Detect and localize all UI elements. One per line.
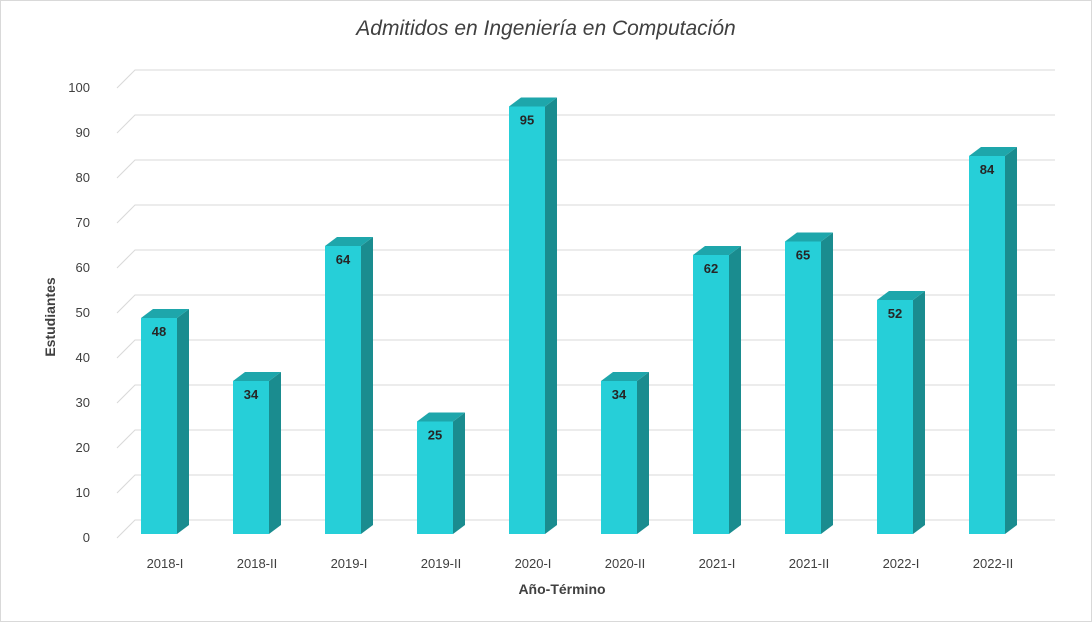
bar-side — [545, 97, 557, 534]
data-label: 48 — [152, 324, 166, 339]
bar-top — [325, 237, 373, 246]
bar — [693, 246, 741, 534]
x-tick-label: 2020-II — [605, 556, 645, 571]
bar — [877, 291, 925, 534]
bar-front — [417, 421, 453, 534]
gridline — [116, 294, 1055, 314]
x-tick-label: 2018-I — [147, 556, 184, 571]
y-tick-label: 80 — [76, 170, 90, 185]
bar — [785, 232, 833, 534]
gridline — [116, 429, 1055, 449]
data-label: 34 — [244, 387, 259, 402]
x-tick-label: 2019-I — [331, 556, 368, 571]
x-tick-label: 2019-II — [421, 556, 461, 571]
x-tick-label: 2018-II — [237, 556, 277, 571]
bar-top — [509, 97, 557, 107]
x-axis-ticks: 2018-I 2018-II 2019-I 2019-II 2020-I 2020-II 2… — [147, 556, 1014, 571]
bar-top — [601, 372, 649, 381]
gridline — [116, 339, 1055, 359]
bar-front — [141, 318, 177, 534]
bar-front — [601, 381, 637, 534]
y-tick-label: 10 — [76, 485, 90, 500]
grid-lines — [116, 69, 1055, 539]
bar-top — [693, 246, 741, 255]
bars: 48 34 64 25 95 34 62 65 52 84 — [141, 97, 1017, 534]
gridline — [116, 249, 1055, 269]
bar — [141, 309, 189, 534]
bar — [969, 147, 1017, 534]
y-tick-label: 60 — [76, 260, 90, 275]
gridline — [116, 159, 1055, 179]
bar-top — [785, 232, 833, 242]
bar-front — [969, 156, 1005, 534]
data-label: 65 — [796, 248, 810, 263]
bar-front — [325, 246, 361, 534]
bar — [509, 97, 557, 534]
bar-side — [453, 412, 465, 534]
data-label: 62 — [704, 261, 718, 276]
bar-top — [969, 147, 1017, 156]
gridline — [116, 204, 1055, 224]
bar-front — [509, 106, 545, 534]
bar-side — [1005, 147, 1017, 534]
data-label: 95 — [520, 113, 534, 128]
y-axis-ticks: 0 10 20 30 40 50 60 70 80 90 100 — [68, 80, 90, 545]
bar — [417, 412, 465, 534]
x-tick-label: 2020-I — [515, 556, 552, 571]
y-tick-label: 70 — [76, 215, 90, 230]
bar-top — [233, 372, 281, 381]
bar — [601, 372, 649, 534]
gridline — [116, 114, 1055, 134]
x-tick-label: 2022-II — [973, 556, 1013, 571]
data-label: 25 — [428, 428, 442, 443]
y-tick-label: 90 — [76, 125, 90, 140]
bar — [233, 372, 281, 534]
bar-front — [785, 241, 821, 534]
bar-top — [877, 291, 925, 300]
bar-side — [177, 309, 189, 534]
bar-top — [141, 309, 189, 318]
data-label: 84 — [980, 162, 995, 177]
bar-side — [729, 246, 741, 534]
y-tick-label: 20 — [76, 440, 90, 455]
bar-side — [637, 372, 649, 534]
x-axis-label: Año-Término — [518, 581, 605, 597]
chart-title: Admitidos en Ingeniería en Computación — [354, 17, 735, 40]
data-label: 34 — [612, 387, 627, 402]
y-tick-label: 0 — [83, 530, 90, 545]
x-tick-label: 2022-I — [883, 556, 920, 571]
bar-top — [417, 412, 465, 422]
y-tick-label: 30 — [76, 395, 90, 410]
gridline — [116, 69, 1055, 89]
bar-side — [821, 232, 833, 534]
x-tick-label: 2021-I — [699, 556, 736, 571]
bar-side — [269, 372, 281, 534]
y-tick-label: 100 — [68, 80, 90, 95]
x-tick-label: 2021-II — [789, 556, 829, 571]
bar-front — [877, 300, 913, 534]
data-label: 52 — [888, 306, 902, 321]
bar-side — [913, 291, 925, 534]
bar-side — [361, 237, 373, 534]
y-tick-label: 50 — [76, 305, 90, 320]
bar — [325, 237, 373, 534]
y-tick-label: 40 — [76, 350, 90, 365]
gridline — [116, 474, 1055, 494]
gridline — [116, 519, 1055, 539]
bar-front — [233, 381, 269, 534]
bar-front — [693, 255, 729, 534]
gridline — [116, 384, 1055, 404]
data-label: 64 — [336, 252, 351, 267]
y-axis-label: Estudiantes — [42, 277, 58, 357]
